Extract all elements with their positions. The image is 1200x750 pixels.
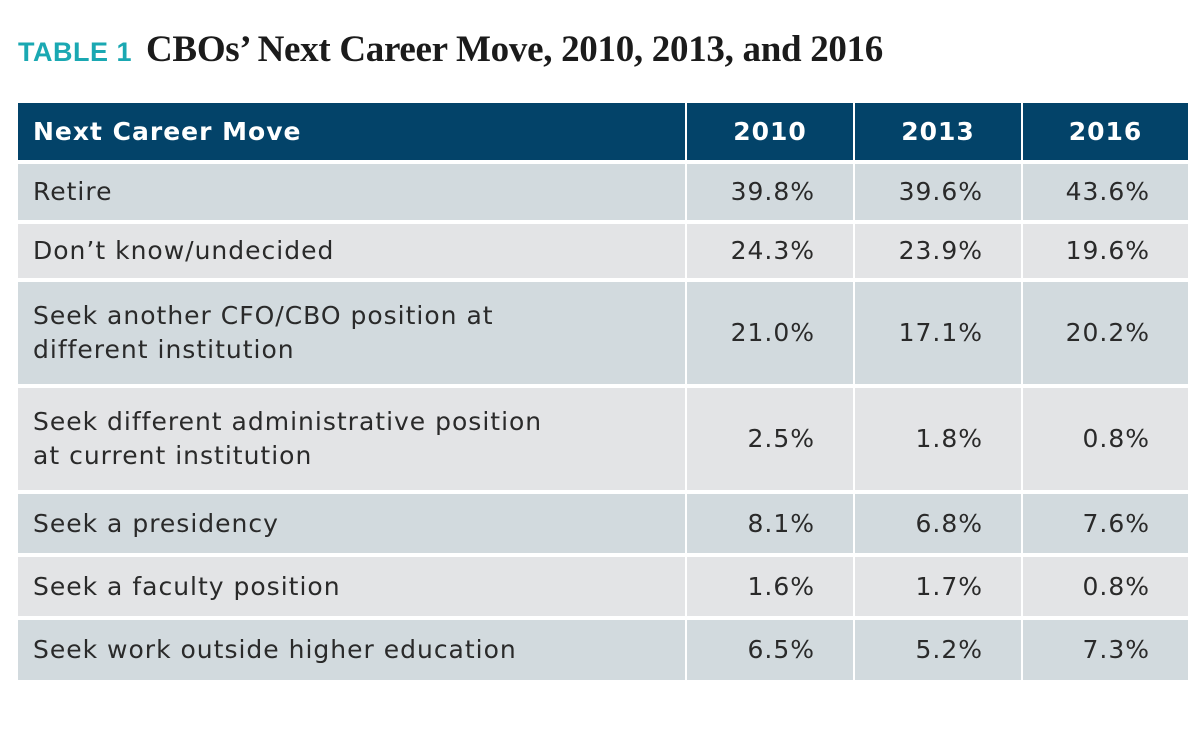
row-label: Seek another CFO/CBO position at differe…: [18, 282, 685, 384]
row-label-line: at current institution: [33, 441, 313, 470]
row-value-2010: 39.8%: [687, 164, 853, 220]
row-label: Seek a presidency: [18, 494, 685, 553]
row-value-2013: 6.8%: [855, 494, 1021, 553]
row-value-2013: 1.8%: [855, 388, 1021, 490]
row-value-2013: 1.7%: [855, 557, 1021, 616]
table-caption: TABLE 1 CBOs’ Next Career Move, 2010, 20…: [18, 28, 883, 72]
row-value-2010: 24.3%: [687, 224, 853, 278]
header-year-2016: 2016: [1023, 103, 1188, 160]
row-label: Seek different administrative position a…: [18, 388, 685, 490]
row-value-2016: 7.6%: [1023, 494, 1188, 553]
row-label: Don’t know/undecided: [18, 224, 685, 278]
row-label-line: Seek a presidency: [33, 508, 279, 538]
row-label: Seek a faculty position: [18, 557, 685, 616]
row-label-line: Seek a faculty position: [33, 571, 341, 601]
row-label-lines: Seek another CFO/CBO position at differe…: [33, 299, 494, 367]
header-year-2010: 2010: [687, 103, 853, 160]
career-move-table: Next Career Move 2010 2013 2016 Retire 3…: [18, 103, 1188, 680]
row-label-line: different institution: [33, 335, 295, 364]
row-value-2010: 6.5%: [687, 620, 853, 680]
row-label-line: Seek work outside higher education: [33, 635, 517, 664]
row-label-lines: Seek different administrative position a…: [33, 405, 542, 473]
table-number-label: TABLE 1: [18, 37, 133, 67]
row-value-2016: 0.8%: [1023, 557, 1188, 616]
row-value-2016: 7.3%: [1023, 620, 1188, 680]
table-title: CBOs’ Next Career Move, 2010, 2013, and …: [146, 29, 884, 70]
row-label-line: Seek different administrative position: [33, 407, 543, 436]
row-value-2016: 20.2%: [1023, 282, 1188, 384]
header-year-2013: 2013: [855, 103, 1021, 160]
row-value-2013: 5.2%: [855, 620, 1021, 680]
row-value-2010: 21.0%: [687, 282, 853, 384]
row-label-line: Retire: [33, 177, 113, 206]
row-value-2016: 0.8%: [1023, 388, 1188, 490]
row-value-2010: 8.1%: [687, 494, 853, 553]
row-value-2013: 39.6%: [855, 164, 1021, 220]
row-value-2013: 23.9%: [855, 224, 1021, 278]
row-label-line: Seek another CFO/CBO position at: [33, 301, 494, 330]
row-label: Seek work outside higher education: [18, 620, 685, 680]
row-label: Retire: [18, 164, 685, 220]
row-value-2016: 19.6%: [1023, 224, 1188, 278]
row-value-2010: 2.5%: [687, 388, 853, 490]
row-label-line: Don’t know/undecided: [33, 236, 335, 265]
row-value-2016: 43.6%: [1023, 164, 1188, 220]
row-value-2013: 17.1%: [855, 282, 1021, 384]
header-next-career-move: Next Career Move: [18, 103, 685, 160]
row-value-2010: 1.6%: [687, 557, 853, 616]
